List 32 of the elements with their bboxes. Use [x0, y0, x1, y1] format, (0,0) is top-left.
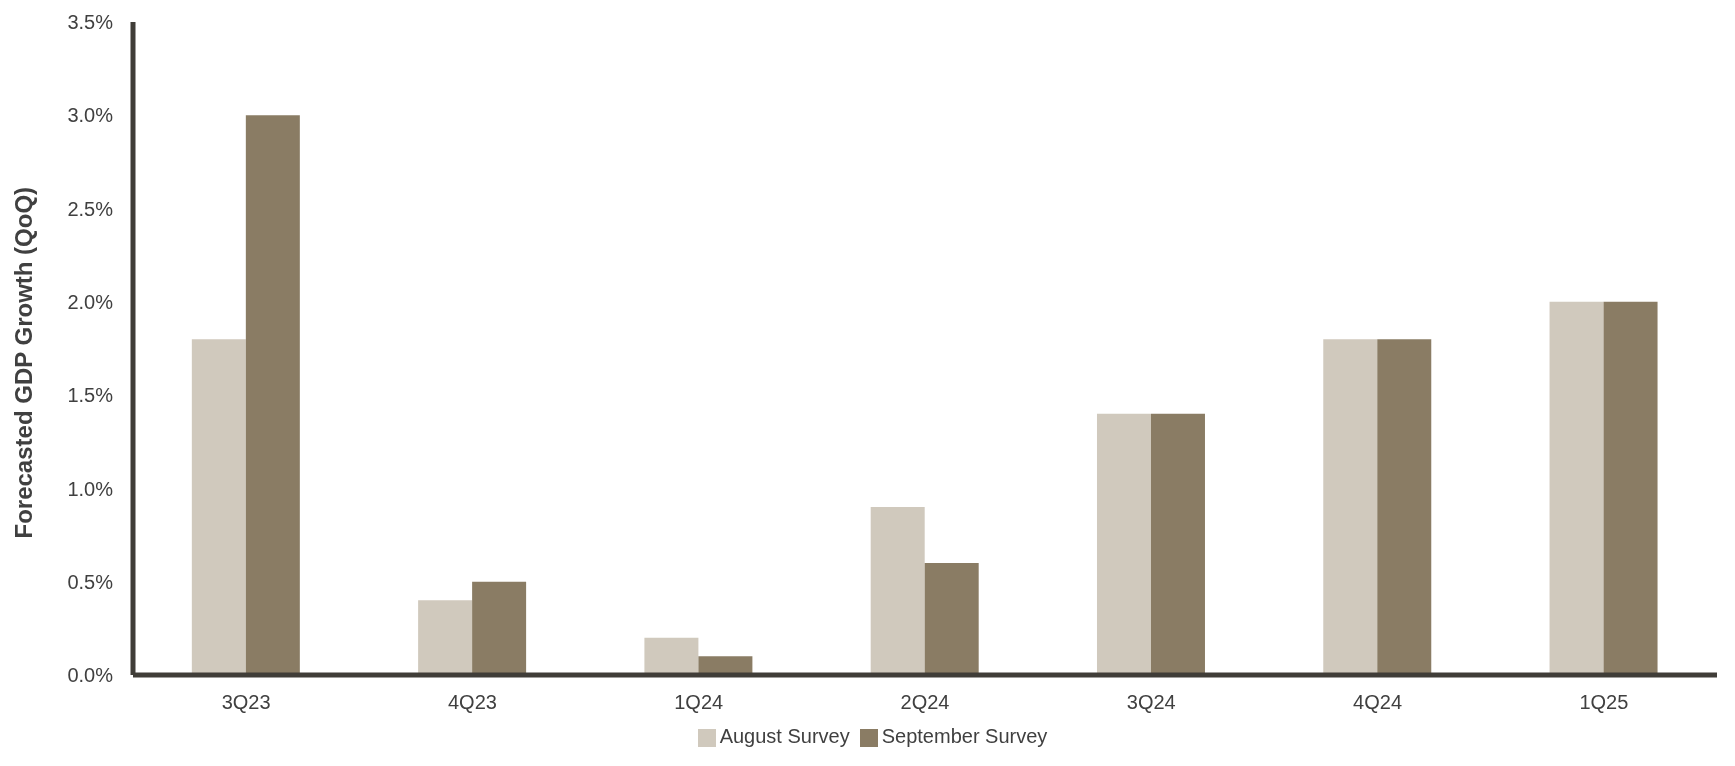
y-tick-label: 2.0% [67, 290, 114, 313]
x-tick-label: 2Q24 [900, 691, 950, 714]
bar [472, 581, 527, 675]
y-tick-label: 1.0% [67, 477, 114, 500]
x-tick-label: 3Q23 [221, 691, 271, 714]
bar [1603, 301, 1658, 675]
bar [418, 600, 473, 675]
bar [698, 656, 753, 675]
x-tick-label: 3Q24 [1126, 691, 1176, 714]
bar [245, 115, 300, 675]
bar [870, 507, 925, 675]
x-tick-label: 4Q23 [447, 691, 497, 714]
bar [1377, 339, 1432, 675]
y-tick-label: 2.5% [67, 197, 114, 220]
legend-label: September Survey [881, 725, 1048, 747]
bar [191, 339, 246, 675]
y-tick-label: 1.5% [67, 384, 114, 407]
x-tick-label: 1Q25 [1579, 691, 1629, 714]
bar [1323, 339, 1378, 675]
bar [1096, 413, 1151, 675]
y-axis-title: Forecasted GDP Growth (QoQ) [9, 186, 37, 539]
y-tick-label: 3.5% [67, 11, 114, 34]
x-tick-label: 4Q24 [1353, 691, 1403, 714]
legend-label: August Survey [719, 725, 850, 747]
x-tick-label: 1Q24 [674, 691, 724, 714]
y-tick-label: 3.0% [67, 104, 114, 127]
bar [644, 637, 699, 675]
bar [1150, 413, 1205, 675]
bar [1549, 301, 1604, 675]
bar [924, 563, 979, 675]
y-tick-label: 0.0% [67, 664, 114, 687]
y-tick-label: 0.5% [67, 570, 114, 593]
